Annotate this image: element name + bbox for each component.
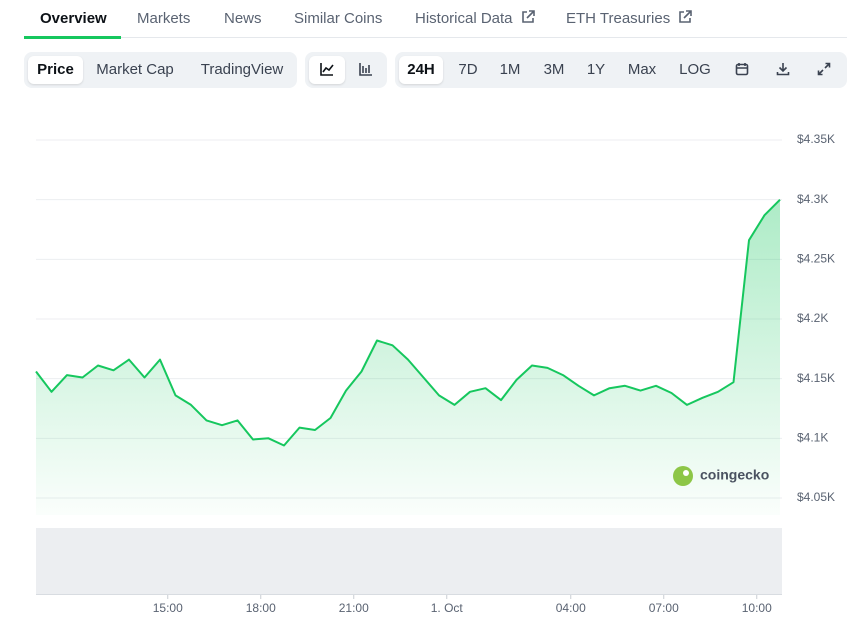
range-button[interactable]: 3M xyxy=(543,61,565,78)
view-group: Price Market Cap TradingView xyxy=(24,52,297,88)
x-tick-label: 07:00 xyxy=(649,601,679,615)
y-tick-label: $4.3K xyxy=(797,192,828,206)
x-tick-label: 04:00 xyxy=(556,601,586,615)
y-tick-label: $4.25K xyxy=(797,252,835,266)
x-tick-label: 1. Oct xyxy=(431,601,464,615)
x-tick-label: 15:00 xyxy=(153,601,183,615)
watermark-text: coingecko xyxy=(700,467,769,483)
download-icon xyxy=(776,63,790,76)
y-tick-label: $4.15K xyxy=(797,371,835,385)
range-button[interactable]: 1Y xyxy=(586,61,606,78)
y-tick-label: $4.05K xyxy=(797,490,835,504)
y-tick-label: $4.1K xyxy=(797,431,828,445)
tab[interactable]: News xyxy=(224,10,262,27)
x-tick-label: 21:00 xyxy=(339,601,369,615)
range-button[interactable]: 1M xyxy=(499,61,521,78)
fullscreen-button[interactable] xyxy=(809,56,839,84)
range-button[interactable]: 7D xyxy=(458,61,478,78)
price-area xyxy=(36,199,780,515)
range-button[interactable]: 24H xyxy=(399,56,443,84)
tab[interactable]: Similar Coins xyxy=(294,10,383,27)
tab-label: ETH Treasuries xyxy=(566,10,671,27)
watermark: coingecko xyxy=(673,466,769,486)
external-icon xyxy=(679,10,693,23)
volume-band xyxy=(36,528,782,594)
chart-style-group xyxy=(305,52,387,88)
tab[interactable]: Historical Data xyxy=(415,8,535,30)
external-icon xyxy=(521,10,535,23)
x-tick-label: 18:00 xyxy=(246,601,276,615)
range-button[interactable]: Max xyxy=(627,61,657,78)
expand-icon xyxy=(817,62,831,76)
line-chart-button[interactable] xyxy=(309,56,345,84)
y-tick-label: $4.35K xyxy=(797,132,835,146)
tab[interactable]: Markets xyxy=(137,10,191,27)
range-button[interactable]: LOG xyxy=(679,61,711,78)
candle-icon xyxy=(359,63,372,76)
tab-label: Historical Data xyxy=(415,10,513,27)
tab[interactable]: Overview xyxy=(40,10,107,27)
tab-underline xyxy=(24,36,121,39)
view-button[interactable]: Price xyxy=(28,56,83,84)
view-button[interactable]: TradingView xyxy=(200,61,284,78)
calendar-icon xyxy=(735,63,749,76)
line-icon xyxy=(320,63,334,76)
x-tick-label: 10:00 xyxy=(742,601,772,615)
tab[interactable]: ETH Treasuries xyxy=(566,8,693,30)
view-button[interactable]: Market Cap xyxy=(96,61,174,78)
y-tick-label: $4.2K xyxy=(797,311,828,325)
candle-chart-button[interactable] xyxy=(349,56,383,84)
calendar-button[interactable] xyxy=(727,56,757,84)
download-button[interactable] xyxy=(768,56,798,84)
price-line xyxy=(35,198,781,447)
range-group: 24H 7D 1M 3M 1Y Max LOG xyxy=(395,52,847,88)
